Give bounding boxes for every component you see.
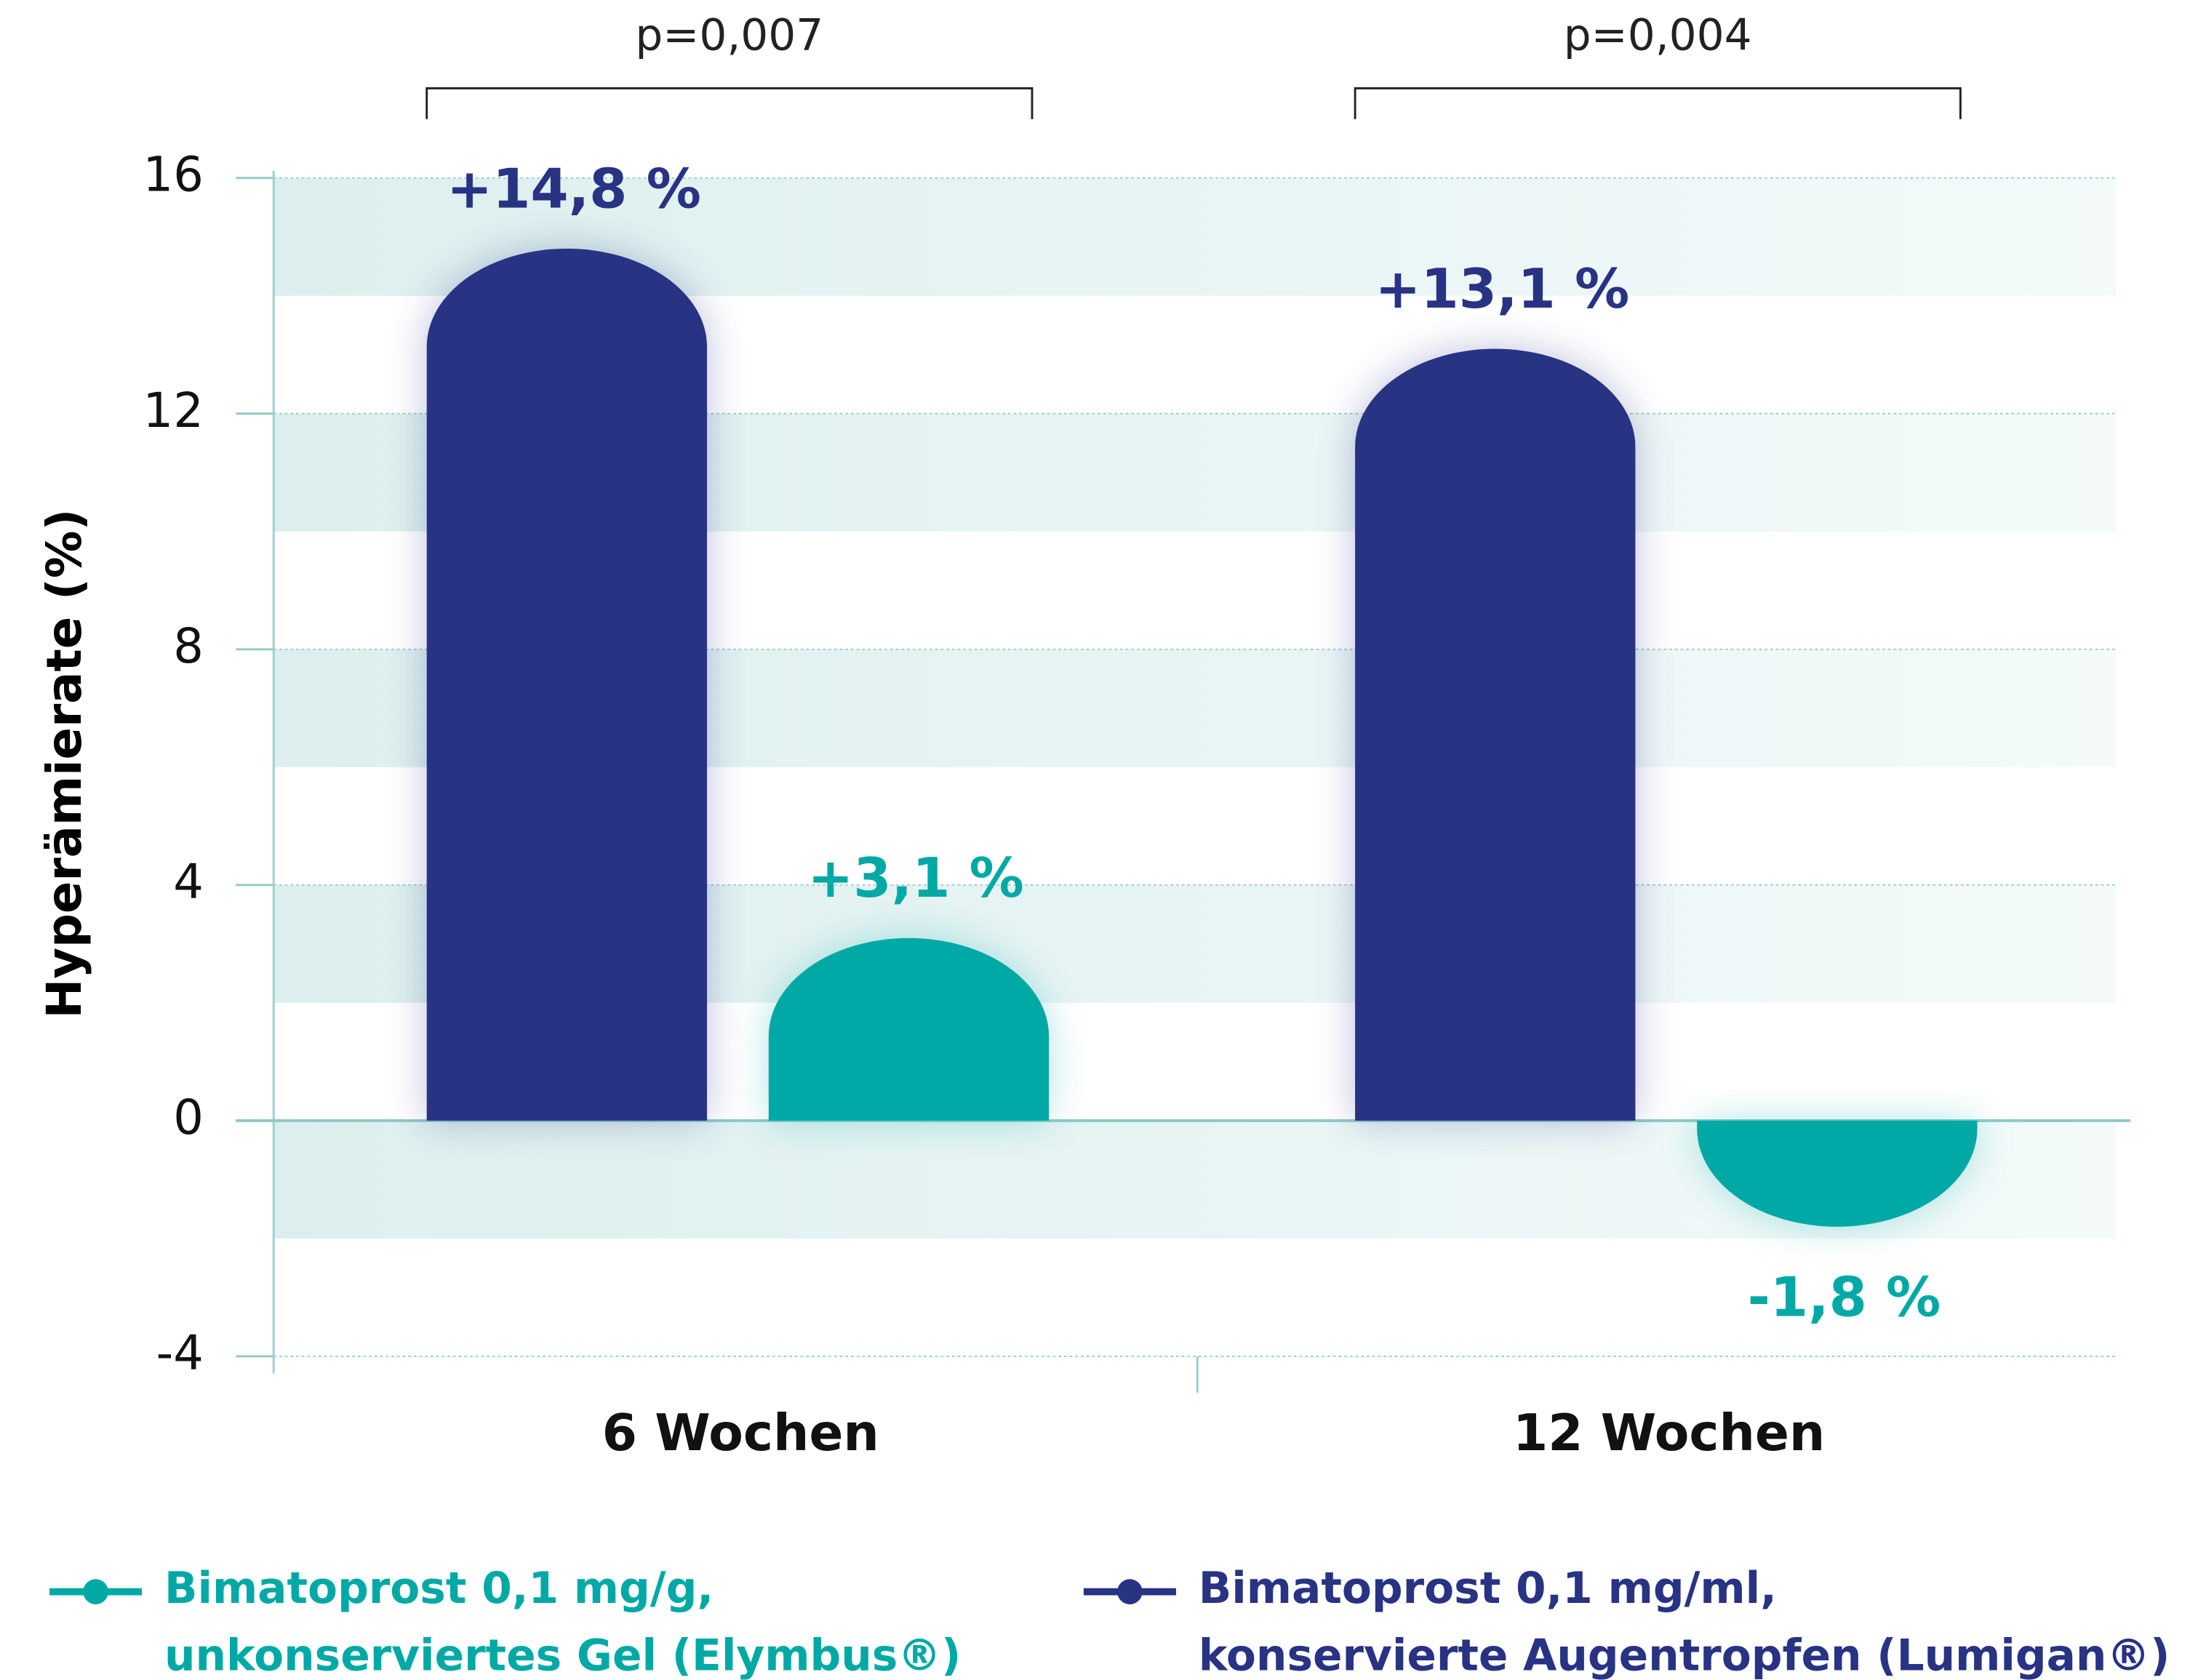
legend-entry: Bimatoprost 0,1 mg/g, unkonserviertes Ge…: [164, 1564, 962, 1680]
y-tick-label: 12: [143, 383, 204, 439]
y-tick-label: 4: [173, 855, 204, 910]
legend-entry: Bimatoprost 0,1 mg/ml, konservierte Auge…: [1198, 1564, 2170, 1680]
bar: [1355, 348, 1636, 1121]
value-label: +13,1 %: [1375, 257, 1630, 321]
value-label: +14,8 %: [447, 156, 701, 220]
significance-bracket: [1354, 87, 1962, 119]
value-label: +3,1 %: [807, 846, 1023, 910]
legend-label: Bimatoprost 0,1 mg/g, unkonserviertes Ge…: [164, 1564, 962, 1680]
y-tick-label: 0: [173, 1090, 204, 1145]
significance-bracket: [425, 87, 1034, 119]
annotation: p=0,004: [1564, 11, 1752, 61]
y-tick-label: -4: [156, 1326, 204, 1381]
x-tick-label: 12 Wochen: [1513, 1404, 1825, 1463]
legend-marker: [83, 1579, 108, 1604]
legend-marker: [1117, 1579, 1143, 1604]
y-tick-label: 16: [143, 148, 204, 203]
value-label: -1,8 %: [1748, 1265, 1941, 1329]
y-axis-label: Hyperämierate (%): [37, 508, 92, 1018]
bar: [768, 937, 1050, 1121]
legend-label: Bimatoprost 0,1 mg/ml, konservierte Auge…: [1198, 1564, 2170, 1680]
bar: [426, 248, 708, 1121]
y-tick-label: 8: [173, 619, 204, 674]
bar: [1697, 1120, 1978, 1227]
x-tick-label: 6 Wochen: [602, 1404, 879, 1463]
annotation: p=0,007: [635, 11, 823, 61]
